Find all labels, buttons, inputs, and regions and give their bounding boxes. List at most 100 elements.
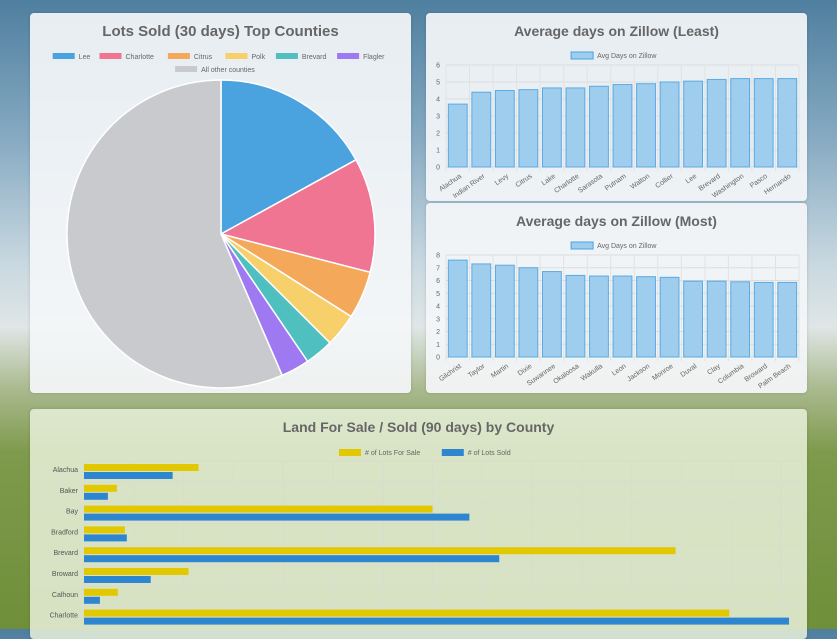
legend-label: Charlotte [126,54,155,61]
land-sale-sold-chart: # of Lots For Sale # of Lots Sold Alachua B… [50,449,801,639]
least-x-tick-label: Levy [494,173,511,188]
least-bar [730,78,751,168]
pie-chart-panel: Lots Sold (30 days) Top Counties Lee Char… [30,13,411,393]
land-y-tick-label: Bay [66,509,79,516]
least-y-tick-label: 0 [436,165,440,172]
least-bar [777,78,798,168]
least-bar [659,81,680,168]
least-x-tick-label: Collier [654,173,675,190]
least-x-tick-label: Charlotte [553,173,580,195]
most-y-tick-label: 7 [436,265,440,272]
least-bar [565,87,586,168]
legend-swatch [275,53,298,59]
most-bar [541,271,562,358]
land-y-tick-label: Baker [60,488,79,495]
most-x-tick-label: Martin [490,363,510,380]
land-bar [84,555,500,563]
most-x-tick-label: Columbia [717,363,745,386]
least-bar [518,89,539,168]
most-y-tick-label: 2 [436,329,440,336]
land-y-tick-label: Alachua [53,467,78,474]
most-x-tick-label: Taylor [467,363,487,380]
legend-swatch [337,53,360,59]
land-sale-sold-title: Land For Sale / Sold (90 days) by County [282,419,555,435]
least-bar [683,80,704,168]
land-bar [84,484,117,492]
legend-label: Lee [79,54,91,61]
land-bar [84,464,199,471]
land-y-tick-label: Broward [52,571,78,578]
most-bar [730,281,751,358]
least-bar [636,83,656,168]
least-x-tick-label: Lake [541,173,558,188]
pie-chart: Lee Charlotte Citrus Polk Brevard Flagler All … [52,53,385,389]
most-x-tick-label: Dixie [517,363,534,378]
most-days-title: Average days on Zillow (Most) [516,213,717,229]
most-days-chart: Avg Days on Zillow 0 1 2 3 4 5 6 7 8 Gilchrist Tayl… [436,241,800,390]
land-legend-swatch [339,449,361,456]
land-y-tick-label: Charlotte [50,613,79,620]
most-bar [659,276,680,358]
most-legend-label: Avg Days on Zillow [597,243,657,250]
least-y-tick-label: 3 [436,114,440,121]
least-y-tick-label: 5 [436,80,440,87]
land-legend-label: # of Lots Sold [468,450,511,457]
least-bar [471,91,492,168]
land-bar [84,596,100,604]
most-bar [636,276,656,358]
least-bar [612,84,633,168]
legend-swatch [99,53,122,59]
land-bar [84,492,108,500]
most-y-tick-label: 8 [436,253,440,260]
least-bar [447,103,468,168]
most-x-tick-label: Wakulla [580,363,604,383]
least-y-tick-label: 6 [436,63,440,70]
most-bar [753,281,774,358]
most-bar [471,263,492,358]
most-bar [518,267,539,358]
land-bar [84,505,433,513]
land-bar [84,617,790,625]
most-bar [589,275,609,358]
least-bar [541,87,562,168]
least-bar [589,85,609,168]
land-bar [84,576,151,583]
least-x-tick-label: Walton [630,173,652,191]
land-bar [84,568,189,575]
land-legend-label: # of Lots For Sale [365,450,420,457]
land-y-tick-label: Bradford [51,529,78,536]
most-y-tick-label: 1 [436,342,440,349]
legend-label: All other counties [201,67,255,74]
most-y-tick-label: 3 [436,316,440,323]
land-bar [84,547,676,555]
legend-swatch [175,66,198,72]
most-bar [706,280,727,358]
most-x-tick-label: Gilchrist [438,363,463,383]
land-bar [84,534,127,542]
least-legend-label: Avg Days on Zillow [597,53,657,60]
land-bar [84,513,470,521]
most-y-tick-label: 6 [436,278,440,285]
least-legend-swatch [570,51,594,60]
land-legend-swatch [441,449,464,456]
legend-label: Brevard [302,54,327,61]
most-x-tick-label: Duval [680,363,699,379]
most-bar [612,275,633,358]
most-x-tick-label: Leon [611,363,628,378]
least-bar [753,78,774,168]
most-bar [683,280,704,358]
legend-label: Polk [252,54,266,61]
most-days-panel: Average days on Zillow (Most) Avg Days o… [426,203,807,393]
legend-label: Flagler [363,54,385,61]
least-y-tick-label: 4 [436,97,440,104]
most-bar [494,264,515,358]
land-sale-sold-panel: Land For Sale / Sold (90 days) by County… [30,409,807,639]
pie-slice [218,158,376,274]
land-bar [84,526,125,534]
land-bar [84,588,118,596]
least-x-tick-label: Sarasota [577,173,604,195]
legend-swatch [167,53,190,59]
least-days-panel: Average days on Zillow (Least) Avg Days … [426,13,807,201]
most-y-tick-label: 5 [436,291,440,298]
